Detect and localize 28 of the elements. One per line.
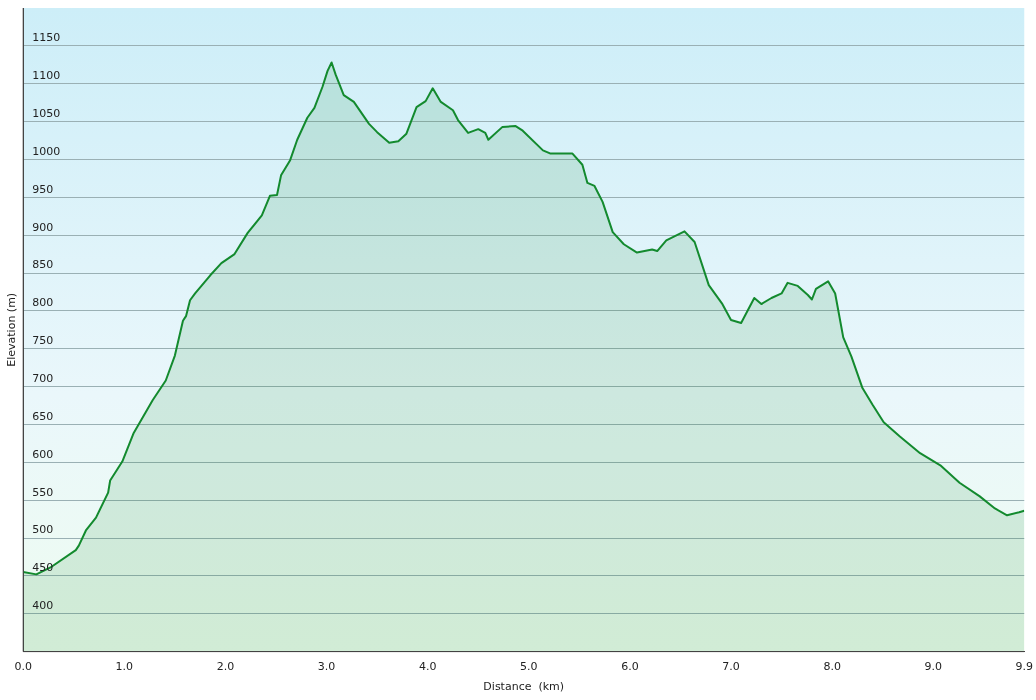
y-tick-label: 1000: [32, 144, 61, 158]
y-tick-label: 600: [32, 447, 54, 461]
x-tick-label: 9.9: [1015, 660, 1033, 674]
y-tick-label: 1100: [32, 69, 61, 83]
y-tick-label: 750: [32, 334, 54, 348]
y-tick-label: 650: [32, 409, 54, 423]
y-tick-label: 700: [32, 371, 54, 385]
x-tick-label: 6.0: [621, 660, 639, 674]
x-tick-label: 9.0: [924, 660, 942, 674]
x-tick-label: 5.0: [520, 660, 538, 674]
y-axis-title: Elevation (m): [5, 292, 19, 367]
y-tick-label: 850: [32, 258, 54, 272]
y-tick-label: 1050: [32, 106, 61, 120]
x-tick-label: 7.0: [722, 660, 740, 674]
y-tick-label: 550: [32, 485, 54, 499]
y-tick-label: 900: [32, 220, 54, 234]
x-tick-label: 2.0: [216, 660, 235, 674]
x-tick-label: 8.0: [823, 660, 841, 674]
x-tick-label: 0.0: [14, 660, 32, 674]
y-tick-label: 950: [32, 182, 54, 196]
x-tick-label: 3.0: [317, 660, 336, 674]
x-axis-title: Distance (km): [483, 680, 565, 694]
x-tick-label: 1.0: [115, 660, 134, 674]
y-tick-label: 400: [32, 599, 54, 613]
x-tick-label: 4.0: [418, 660, 437, 674]
y-tick-label: 500: [32, 523, 54, 537]
y-tick-label: 800: [32, 296, 54, 310]
y-tick-label: 1150: [32, 31, 61, 45]
